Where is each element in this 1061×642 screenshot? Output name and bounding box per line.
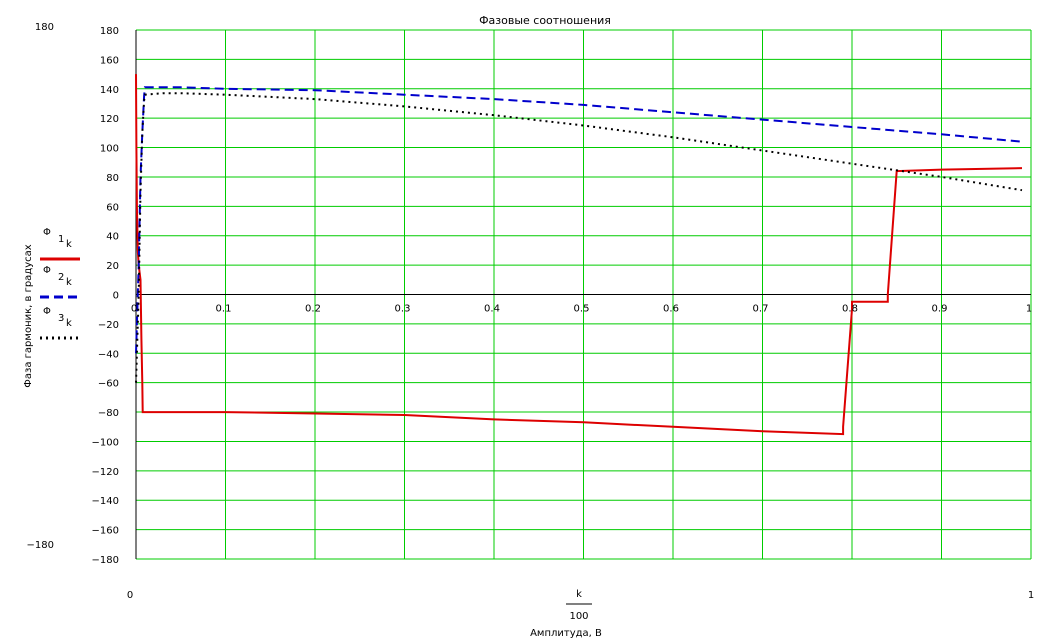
grid [136,29,1032,560]
legend-symbol: Φ [43,265,51,276]
y-tick-label: −160 [92,526,119,537]
y-tick-label: −100 [92,437,119,448]
x-tick-label: 0.5 [574,304,590,315]
y-tick-label: 140 [100,85,119,96]
x-tick-label: 0.9 [932,304,948,315]
y-tick-label: 0 [113,291,119,302]
x-tick-label: 0.1 [216,304,232,315]
x-tick-label: 0.4 [484,304,500,315]
y-tick-label: 180 [100,26,119,37]
x-tick-label: 0.3 [395,304,411,315]
x-tick-label: 0.6 [663,304,679,315]
y-tick-label: 40 [106,232,119,243]
y-tick-label: −180 [92,555,119,566]
y-tick-label: 100 [100,144,119,155]
series-line-3 [135,92,1023,383]
x-outer-right-label: 1 [1028,590,1034,601]
y-tick-label: −40 [98,349,119,360]
x-tick-label: 0 [131,304,137,315]
y-tick-label: 160 [100,55,119,66]
y-tick-label: 120 [100,114,119,125]
series-line-2 [135,86,1023,354]
y-outer-bottom-label: −180 [27,540,54,551]
x-tick-label: 1 [1026,304,1032,315]
x-fraction-numerator: k [576,589,582,600]
y-tick-label: −60 [98,379,119,390]
x-tick-label: 0.7 [753,304,769,315]
y-tick-label: −140 [92,496,119,507]
legend: Φ1 kΦ2 kΦ3 k [40,227,80,340]
x-outer-left-label: 0 [127,590,133,601]
y-tick-label: 60 [106,202,119,213]
x-fraction-denominator: 100 [569,611,588,622]
legend-index: 3 [58,313,64,324]
legend-symbol: Φ [43,306,51,317]
x-axis-label: Амплитуда, В [530,628,602,639]
legend-subscript: k [66,277,72,288]
chart-title: Фазовые соотношения [479,14,611,27]
y-outer-top-label: 180 [35,22,54,33]
y-tick-label: 80 [106,173,119,184]
y-tick-label: 20 [106,261,119,272]
y-tick-label: −120 [92,467,119,478]
x-tick-label: 0.2 [305,304,321,315]
y-axis-label: Фаза гармоник, в градусах [23,244,34,387]
x-tick-label: 0.8 [842,304,858,315]
legend-subscript: k [66,239,72,250]
y-tick-label: −80 [98,408,119,419]
legend-index: 1 [58,234,64,245]
legend-subscript: k [66,318,72,329]
y-tick-label: −20 [98,320,119,331]
y-tick-labels: 180 160 140 120 100 80 60 40 20 0 −20 −40 −60 −80 −100… [92,26,119,566]
series-layer [135,74,1023,436]
legend-symbol: Φ [43,227,51,238]
legend-index: 2 [58,272,64,283]
x-tick-labels: 0 0.1 0.2 0.3 0.4 0.5 0.6 0.7 0.8 0.9 1 [131,304,1032,315]
